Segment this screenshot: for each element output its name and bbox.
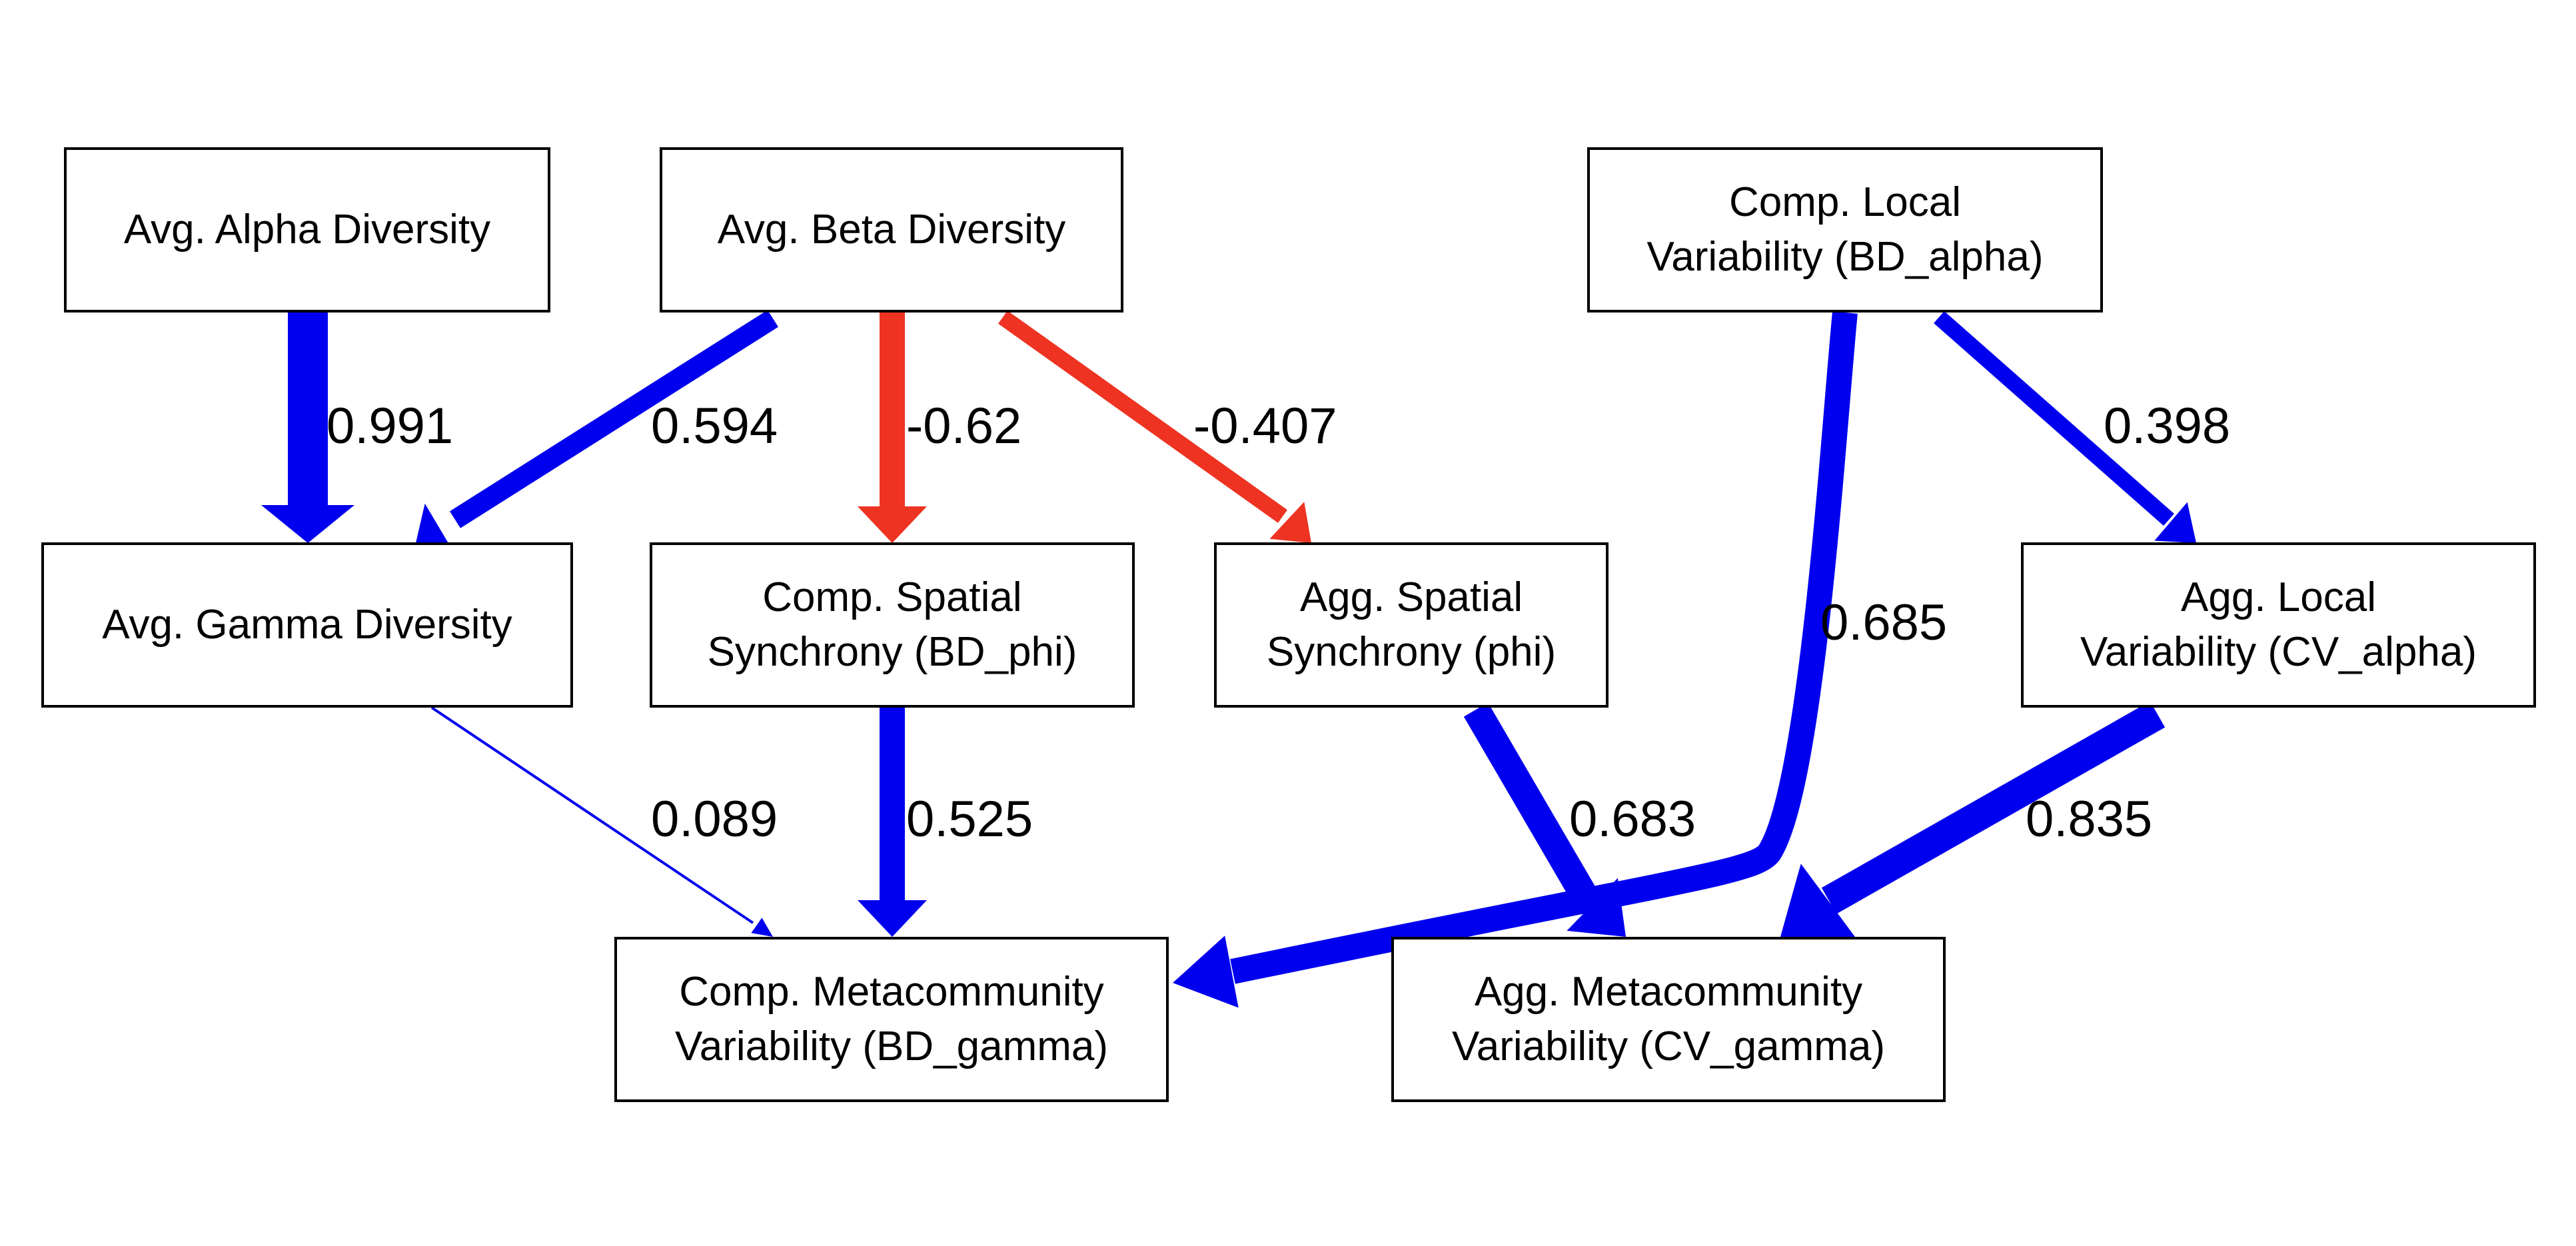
edge-beta-phi: -0.407 bbox=[998, 311, 1337, 543]
edge-coefficient-label: 0.398 bbox=[2104, 398, 2230, 454]
edge-shaft bbox=[1821, 701, 2166, 914]
edge-bdalpha-bdgamma: 0.685 bbox=[1173, 311, 1947, 1008]
node-avg-gamma-diversity: Avg. Gamma Diversity bbox=[41, 542, 573, 708]
edge-beta-gamma: 0.594 bbox=[416, 310, 779, 554]
edge-arrowhead bbox=[858, 506, 927, 543]
edge-shaft bbox=[1230, 311, 1858, 984]
edge-bdalpha-cvalpha: 0.398 bbox=[1934, 311, 2230, 543]
node-comp-metacommunity-variability: Comp. Metacommunity Variability (BD_gamm… bbox=[614, 937, 1169, 1102]
node-avg-beta-diversity: Avg. Beta Diversity bbox=[660, 147, 1123, 312]
edge-arrowhead bbox=[2154, 502, 2196, 543]
edge-coefficient-label: 0.525 bbox=[906, 791, 1033, 848]
edge-bdphi-bdgamma: 0.525 bbox=[858, 708, 1033, 937]
edge-cvalpha-cvgamma: 0.835 bbox=[1780, 701, 2166, 939]
node-comp-spatial-synchrony: Comp. Spatial Synchrony (BD_phi) bbox=[650, 542, 1135, 708]
edge-shaft bbox=[1463, 702, 1599, 906]
edge-arrowhead bbox=[261, 505, 354, 543]
edge-arrowhead bbox=[416, 503, 455, 554]
edge-phi-cvgamma: 0.683 bbox=[1463, 702, 1696, 937]
edge-coefficient-label: 0.089 bbox=[651, 791, 778, 848]
node-agg-spatial-synchrony: Agg. Spatial Synchrony (phi) bbox=[1214, 542, 1609, 708]
edge-arrowhead bbox=[1269, 502, 1311, 543]
edge-coefficient-label: 0.683 bbox=[1569, 791, 1696, 848]
edge-arrowhead bbox=[751, 918, 773, 937]
edge-shaft bbox=[449, 310, 779, 528]
edge-shaft bbox=[998, 311, 1287, 523]
edge-coefficient-label: 0.991 bbox=[326, 398, 453, 454]
edge-shaft bbox=[430, 706, 754, 924]
edge-beta-bdphi: -0.62 bbox=[858, 312, 1021, 543]
node-agg-local-variability: Agg. Local Variability (CV_alpha) bbox=[2021, 542, 2536, 708]
edge-shaft bbox=[1934, 311, 2174, 526]
edge-arrowhead bbox=[1173, 935, 1239, 1008]
node-comp-local-variability: Comp. Local Variability (BD_alpha) bbox=[1587, 147, 2103, 312]
edge-arrowhead bbox=[858, 900, 927, 937]
edge-coefficient-label: 0.835 bbox=[2026, 791, 2152, 848]
edge-coefficient-label: -0.407 bbox=[1193, 398, 1337, 454]
edge-coefficient-label: 0.594 bbox=[651, 398, 778, 454]
edge-alpha-gamma: 0.991 bbox=[261, 312, 453, 543]
edge-coefficient-label: 0.685 bbox=[1820, 594, 1947, 651]
edge-coefficient-label: -0.62 bbox=[906, 398, 1021, 454]
edge-arrowhead bbox=[1780, 864, 1856, 939]
node-avg-alpha-diversity: Avg. Alpha Diversity bbox=[64, 147, 550, 312]
edge-arrowhead bbox=[1567, 878, 1626, 937]
node-agg-metacommunity-variability: Agg. Metacommunity Variability (CV_gamma… bbox=[1391, 937, 1946, 1102]
edge-gamma-bdgamma: 0.089 bbox=[430, 706, 778, 937]
